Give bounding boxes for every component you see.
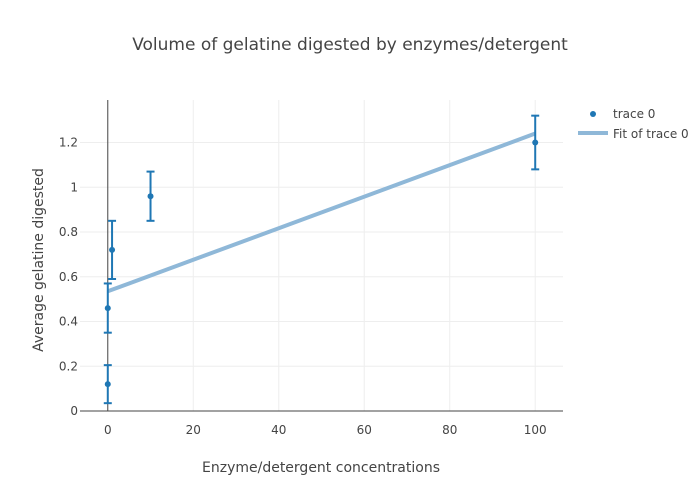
legend-marker-icon xyxy=(590,111,596,117)
y-tick-label: 0 xyxy=(70,404,78,418)
y-tick-label: 1.2 xyxy=(59,136,78,150)
y-tick-label: 0.2 xyxy=(59,359,78,373)
chart-title: Volume of gelatine digested by enzymes/d… xyxy=(132,35,568,55)
y-tick-label: 0.8 xyxy=(59,225,78,239)
x-tick-label: 80 xyxy=(442,423,457,437)
y-tick-label: 0.6 xyxy=(59,270,78,284)
y-tick-label: 0.4 xyxy=(59,315,78,329)
y-tick-label: 1 xyxy=(70,180,78,194)
axes xyxy=(80,100,563,412)
data-point xyxy=(147,193,154,200)
x-tick-label: 60 xyxy=(357,423,372,437)
plot-area xyxy=(103,114,540,405)
x-tick-label: 40 xyxy=(271,423,286,437)
legend-label-fit: Fit of trace 0 xyxy=(613,127,689,141)
y-axis-title: Average gelatine digested xyxy=(31,168,47,352)
legend-item-fit[interactable]: Fit of trace 0 xyxy=(578,127,689,141)
x-tick-label: 20 xyxy=(186,423,201,437)
fit-line xyxy=(107,131,536,294)
data-point xyxy=(532,139,539,146)
legend-item-trace-0[interactable]: trace 0 xyxy=(590,107,655,121)
x-axis-title: Enzyme/detergent concentrations xyxy=(202,460,440,476)
x-tick-label: 100 xyxy=(524,423,547,437)
tick-labels: 0 20 40 60 80 100 0 0.2 0.4 0.6 0.8 1 1.2 xyxy=(59,136,547,437)
data-point xyxy=(109,246,116,253)
x-tick-label: 0 xyxy=(104,423,112,437)
grid-lines xyxy=(80,100,563,411)
legend-label-trace-0: trace 0 xyxy=(613,107,655,121)
legend[interactable]: trace 0 Fit of trace 0 xyxy=(578,107,689,141)
data-point xyxy=(104,305,111,312)
data-point xyxy=(104,381,111,388)
